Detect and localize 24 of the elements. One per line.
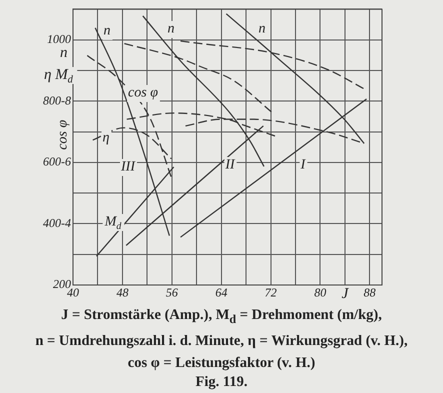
y-tick-label: 1000 bbox=[47, 32, 71, 46]
y-tick-label: 800-8 bbox=[43, 93, 71, 108]
annotation: n bbox=[104, 24, 110, 39]
text: Fig. 119. bbox=[194, 374, 248, 391]
text: J = Stromstärke (Amp.), M$_{d}$ = Drehmoment (m/kg), n = Umdrehungszahl i. d. Minute, η = Wirkungsgrad (v. H.), cos φ = Leistungsfaktor (v. H.) bbox=[34, 306, 409, 373]
y-tick-label: 600-6 bbox=[43, 154, 71, 169]
annotation: η bbox=[102, 130, 110, 146]
x-axis-title: J bbox=[342, 286, 350, 302]
x-tick-label: 48 bbox=[116, 285, 128, 300]
annotation: III bbox=[120, 160, 136, 175]
text: n bbox=[60, 44, 68, 61]
x-tick-label: 72 bbox=[264, 285, 277, 300]
y-tick-label: 200 bbox=[53, 277, 71, 292]
annotation: n bbox=[258, 22, 266, 37]
y-tick-label: 400-4 bbox=[43, 216, 71, 230]
x-tick-label: 88 bbox=[364, 285, 376, 300]
annotation: cos φ bbox=[128, 86, 158, 101]
annotation: n bbox=[168, 22, 174, 37]
x-tick-label: 56 bbox=[166, 285, 178, 300]
x-tick-label: 80 bbox=[314, 285, 326, 300]
x-tick-label: 64 bbox=[215, 285, 228, 300]
annotation: I bbox=[300, 158, 307, 173]
annotation: II bbox=[224, 158, 236, 173]
y-axis-title: cos φ bbox=[56, 120, 71, 150]
